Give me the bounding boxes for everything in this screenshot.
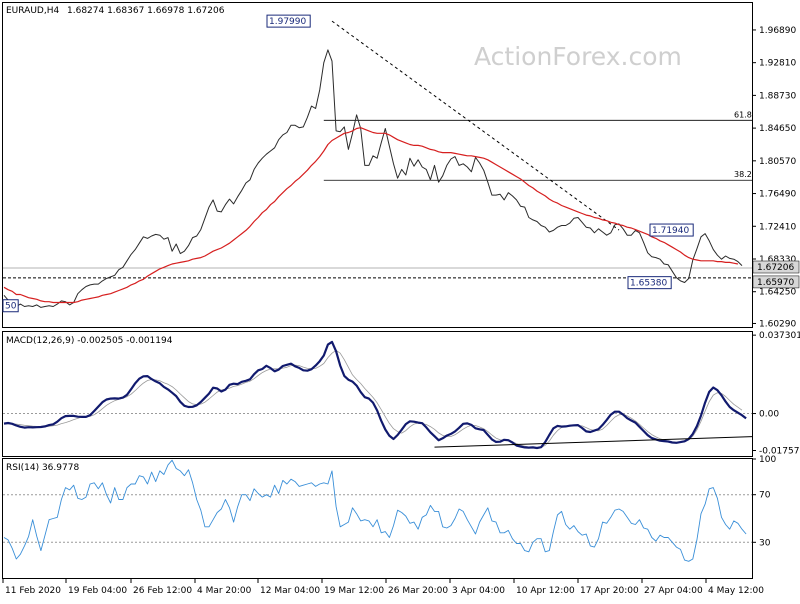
macd-plot: [3, 340, 753, 450]
time-tick-label: 27 Apr 04:00: [644, 586, 703, 596]
macd-tick-label: 0.00: [759, 410, 779, 420]
price-tick-label: 1.72410: [759, 222, 796, 232]
price-tick-label: 1.92810: [759, 59, 796, 69]
time-tick-label: 17 Apr 20:00: [580, 586, 639, 596]
time-tick-label: 4 May 12:00: [708, 586, 764, 596]
price-tick-label: 1.84650: [759, 124, 796, 134]
rsi-panel-frame: [2, 458, 753, 579]
price-tick-label: 1.80570: [759, 157, 796, 167]
annotation-box: [627, 276, 672, 290]
fib-level-label: 38.2: [734, 170, 752, 179]
time-tick-label: 26 Feb 12:00: [133, 586, 192, 596]
rsi-title: RSI(14) 36.9778: [6, 463, 79, 473]
price-panel-frame: [2, 2, 753, 328]
rsi-plot: [3, 459, 752, 562]
time-tick-label: 3 Apr 04:00: [452, 586, 505, 596]
rsi-tick-label: 100: [759, 455, 776, 465]
time-tick-label: 10 Apr 12:00: [516, 586, 575, 596]
support-price-tag: 1.65970: [757, 278, 794, 288]
price-tick-label: 1.68330: [759, 255, 796, 265]
rsi-tick-label: 70: [759, 491, 771, 501]
watermark: ActionForex.com: [474, 42, 682, 71]
current-price-tag-box: [752, 260, 800, 274]
resistance-trendline: [331, 20, 620, 231]
price-series-line: [3, 49, 743, 308]
annotation-label: 1.71940: [652, 226, 689, 236]
rsi-series-line: [3, 459, 747, 562]
annotation-box: [649, 223, 694, 237]
macd-main-line: [3, 340, 747, 450]
current-price-tag: 1.67206: [757, 263, 794, 273]
macd-signal-line: [4, 349, 743, 449]
ohlc-readout: 1.68274 1.68367 1.66978 1.67206: [67, 6, 225, 16]
annotation-box: [2, 299, 19, 313]
price-tick-label: 1.64250: [759, 288, 796, 298]
macd-tick-label: 0.037301: [759, 331, 800, 341]
macd-panel-frame: [2, 331, 753, 457]
price-tick-label: 1.60290: [759, 319, 796, 329]
ma-series-line: [3, 127, 739, 304]
fib-level-label: 61.8: [734, 110, 752, 119]
time-tick-label: 4 Mar 20:00: [197, 586, 252, 596]
time-tick-label: 11 Feb 2020: [5, 586, 61, 596]
price-tick-label: 1.76490: [759, 190, 796, 200]
time-tick-label: 19 Feb 04:00: [68, 586, 127, 596]
symbol-label: EURAUD,H4: [6, 6, 59, 16]
price-plot: 61.8 38.2 1.97990 1.71940 1.65380 50: [2, 14, 752, 313]
rsi-tick-label: 30: [759, 538, 771, 548]
time-tick-label: 12 Mar 04:00: [260, 586, 320, 596]
time-tick-label: 26 Mar 20:00: [388, 586, 448, 596]
price-tick-label: 1.88730: [759, 91, 796, 101]
time-tick-label: 19 Mar 12:00: [324, 586, 384, 596]
macd-title: MACD(12,26,9) -0.002505 -0.001194: [6, 336, 173, 346]
macd-support-line: [434, 436, 753, 448]
axes: 1.96890 1.92810 1.88730 1.84650 1.80570 1.764…: [2, 26, 800, 596]
price-tick-label: 1.96890: [759, 26, 796, 36]
annotation-label: 1.97990: [269, 17, 306, 27]
macd-tick-label: -0.017577: [759, 446, 800, 456]
annotation-box: [266, 14, 311, 28]
support-price-tag-box: [752, 275, 800, 289]
annotation-label: 1.65380: [630, 279, 667, 289]
annotation-label: 50: [5, 302, 17, 312]
